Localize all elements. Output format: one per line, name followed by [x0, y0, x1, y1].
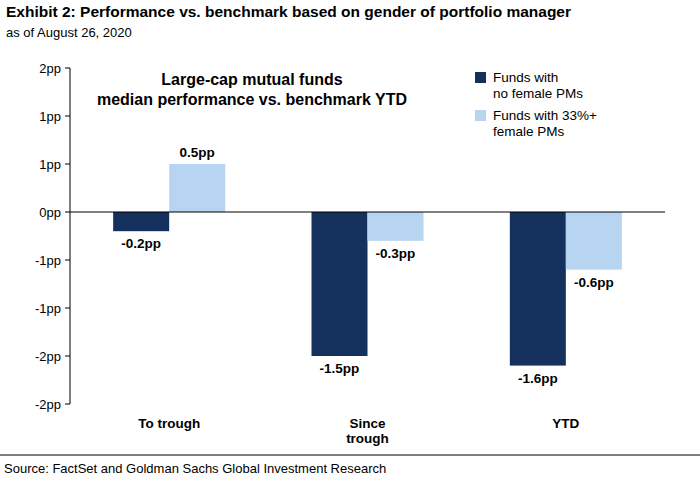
y-tick [65, 116, 70, 117]
bar [566, 212, 622, 270]
data-label: -0.2pp [121, 236, 161, 251]
y-tick-label: -1pp [35, 253, 61, 268]
legend-label: Funds withno female PMs [493, 70, 583, 101]
y-tick-label: -2pp [35, 349, 61, 364]
source: Source: FactSet and Goldman Sachs Global… [4, 461, 386, 476]
y-tick-label: 1pp [39, 109, 61, 124]
y-tick [65, 164, 70, 165]
title: Exhibit 2: Performance vs. benchmark bas… [6, 3, 571, 20]
text-line: female PMs [493, 124, 565, 139]
y-tick [65, 308, 70, 309]
y-tick-label: -1pp [35, 301, 61, 316]
y-axis-line [70, 68, 71, 404]
bars [113, 164, 622, 366]
subtitle: as of August 26, 2020 [6, 25, 132, 40]
bar [169, 164, 225, 212]
text-line: Funds with [493, 70, 558, 85]
x-tick-label: To trough [138, 416, 200, 431]
y-tick-label: 2pp [39, 61, 61, 76]
y-tick-label: -2pp [35, 397, 61, 412]
text-line: To trough [138, 416, 200, 431]
y-tick [65, 260, 70, 261]
y-tick [65, 356, 70, 357]
legend-swatch [475, 110, 486, 121]
text-line: Funds with 33%+ [493, 108, 597, 123]
text-line: YTD [552, 416, 579, 431]
text-line: Since [349, 416, 386, 431]
data-label: -0.3pp [376, 246, 416, 261]
annotation: median performance vs. benchmark YTD [97, 91, 407, 108]
background [0, 0, 700, 482]
bar [113, 212, 169, 231]
chart-container: Exhibit 2: Performance vs. benchmark bas… [0, 0, 700, 482]
legend-swatch [475, 72, 486, 83]
text-line: no female PMs [493, 86, 583, 101]
y-tick [65, 212, 70, 213]
data-label: -1.6pp [518, 371, 558, 386]
chart-svg: Exhibit 2: Performance vs. benchmark bas… [0, 0, 700, 482]
x-axis-line [70, 212, 665, 213]
y-tick-label: 1pp [39, 157, 61, 172]
y-tick-label: 0pp [39, 205, 61, 220]
x-tick-label: YTD [552, 416, 579, 431]
bar [312, 212, 368, 356]
data-label: 0.5pp [180, 145, 215, 160]
x-tick-label: Sincetrough [346, 416, 389, 446]
data-label: -1.5pp [320, 361, 360, 376]
source-rule [0, 455, 700, 456]
annotation: Large-cap mutual funds [161, 71, 342, 88]
y-tick [65, 404, 70, 405]
data-label: -0.6pp [574, 275, 614, 290]
bar [510, 212, 566, 366]
legend-label: Funds with 33%+female PMs [493, 108, 597, 139]
bar [368, 212, 424, 241]
text-line: trough [346, 431, 389, 446]
y-tick [65, 68, 70, 69]
